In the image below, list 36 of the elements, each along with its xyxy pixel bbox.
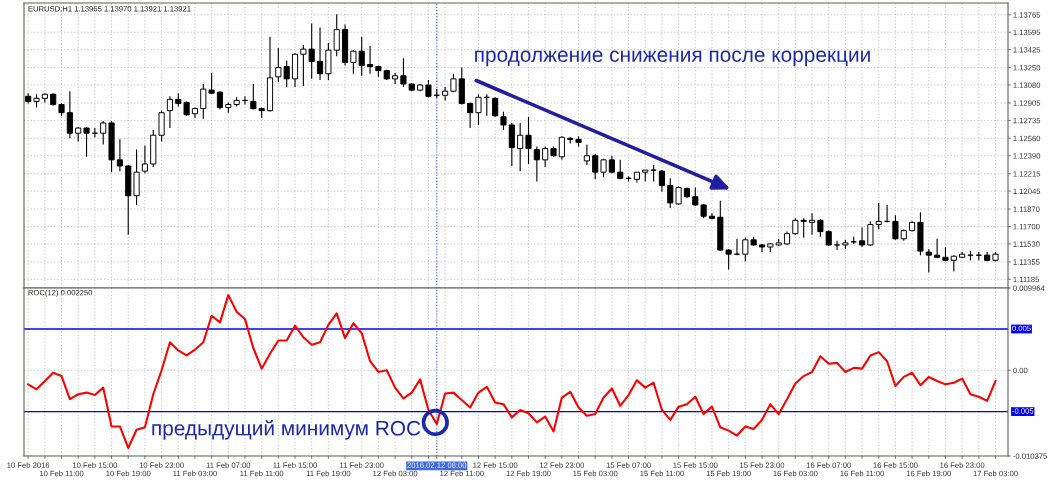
candlestick	[366, 45, 374, 75]
candlestick	[592, 153, 599, 180]
candlestick	[442, 86, 449, 101]
candlestick	[392, 72, 399, 85]
candlestick	[133, 149, 140, 206]
candlestick	[83, 126, 90, 158]
candlestick	[66, 90, 73, 139]
candlestick	[833, 240, 841, 251]
candlestick	[517, 122, 524, 172]
candlestick	[508, 122, 515, 167]
candlestick	[542, 145, 549, 168]
annotation: предыдущий минимум ROC	[152, 419, 421, 440]
candlestick	[658, 169, 666, 193]
candlestick	[525, 116, 532, 165]
candlestick	[867, 220, 874, 247]
candlestick	[875, 202, 882, 231]
candlestick	[533, 145, 540, 182]
candlestick	[158, 110, 165, 142]
candlestick	[583, 143, 590, 166]
annotation: продолжение снижения после коррекции	[475, 50, 870, 67]
candlestick	[316, 27, 324, 81]
candlestick	[166, 95, 174, 129]
candlestick	[100, 120, 107, 146]
candlestick	[116, 138, 123, 172]
candlestick	[808, 212, 816, 236]
candlestick	[141, 144, 148, 174]
candlestick	[475, 93, 482, 126]
candlestick	[858, 226, 866, 248]
candlestick	[216, 90, 224, 111]
candlestick	[558, 135, 565, 161]
candlestick	[500, 111, 507, 131]
candlestick	[492, 96, 499, 118]
candlestick	[467, 101, 474, 129]
candlestick	[892, 214, 899, 241]
candlestick	[925, 248, 932, 274]
candlestick	[400, 57, 407, 88]
